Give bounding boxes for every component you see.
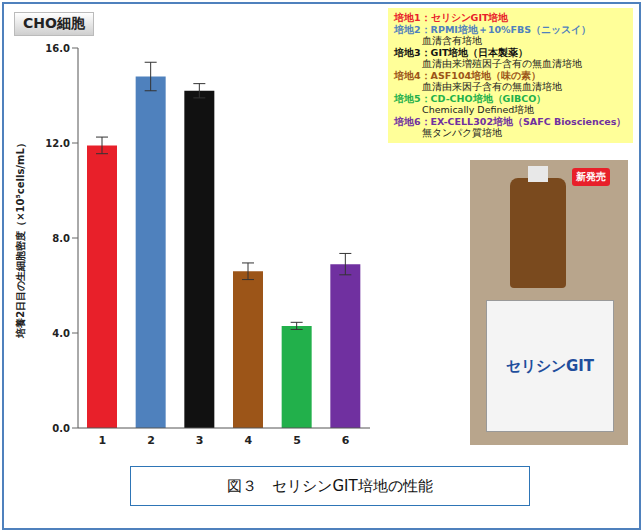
html-text:新発売: 新発売 [576,171,606,182]
html-text:セリシンGIT: セリシンGIT [505,356,595,375]
svg-text:培養2日目の生細胞密度（×10⁵cells/mL）: 培養2日目の生細胞密度（×10⁵cells/mL） [15,138,26,339]
svg-text:3: 3 [196,434,204,447]
svg-text:12.0: 12.0 [45,138,70,149]
html-text:血清由来因子含有の無血清培地: 血清由来因子含有の無血清培地 [422,81,562,92]
html-text:培地1：セリシンGIT培地: 培地1：セリシンGIT培地 [394,12,509,23]
svg-text:4.0: 4.0 [52,328,70,339]
html-text:培地5：CD-CHO培地（GIBCO）: 培地5：CD-CHO培地（GIBCO） [394,92,547,104]
svg-text:8.0: 8.0 [52,233,70,244]
html-text:培地6：EX-CELL302培地（SAFC Bioscien: 培地6：EX-CELL302培地（SAFC Biosciences） [394,115,627,127]
html-text:培地3：GIT培地（日本製薬）: 培地3：GIT培地（日本製薬） [394,46,529,58]
svg-text:6: 6 [342,434,350,447]
html-text:血清由来増殖因子含有の無血清培地: 血清由来増殖因子含有の無血清培地 [422,58,582,69]
svg-text:16.0: 16.0 [45,43,70,54]
svg-text:2: 2 [147,434,155,447]
html-text:血清含有培地: 血清含有培地 [422,35,482,46]
svg-text:0.0: 0.0 [52,423,70,434]
html-text:Chemically Defined培地: Chemically Defined培地 [422,104,535,115]
svg-text:4: 4 [245,434,253,447]
svg-text:1: 1 [99,434,107,447]
html-text:図３ セリシンGIT培地の性能: 図３ セリシンGIT培地の性能 [227,476,433,495]
html-text:CHO細胞: CHO細胞 [23,15,85,31]
html-text:培地2：RPMI培地＋10%FBS（ニッスイ）: 培地2：RPMI培地＋10%FBS（ニッスイ） [394,23,592,35]
svg-text:5: 5 [293,434,301,447]
html-text:培地4：ASF104培地（味の素）: 培地4：ASF104培地（味の素） [394,69,542,81]
html-text:無タンパク質培地: 無タンパク質培地 [422,127,502,138]
